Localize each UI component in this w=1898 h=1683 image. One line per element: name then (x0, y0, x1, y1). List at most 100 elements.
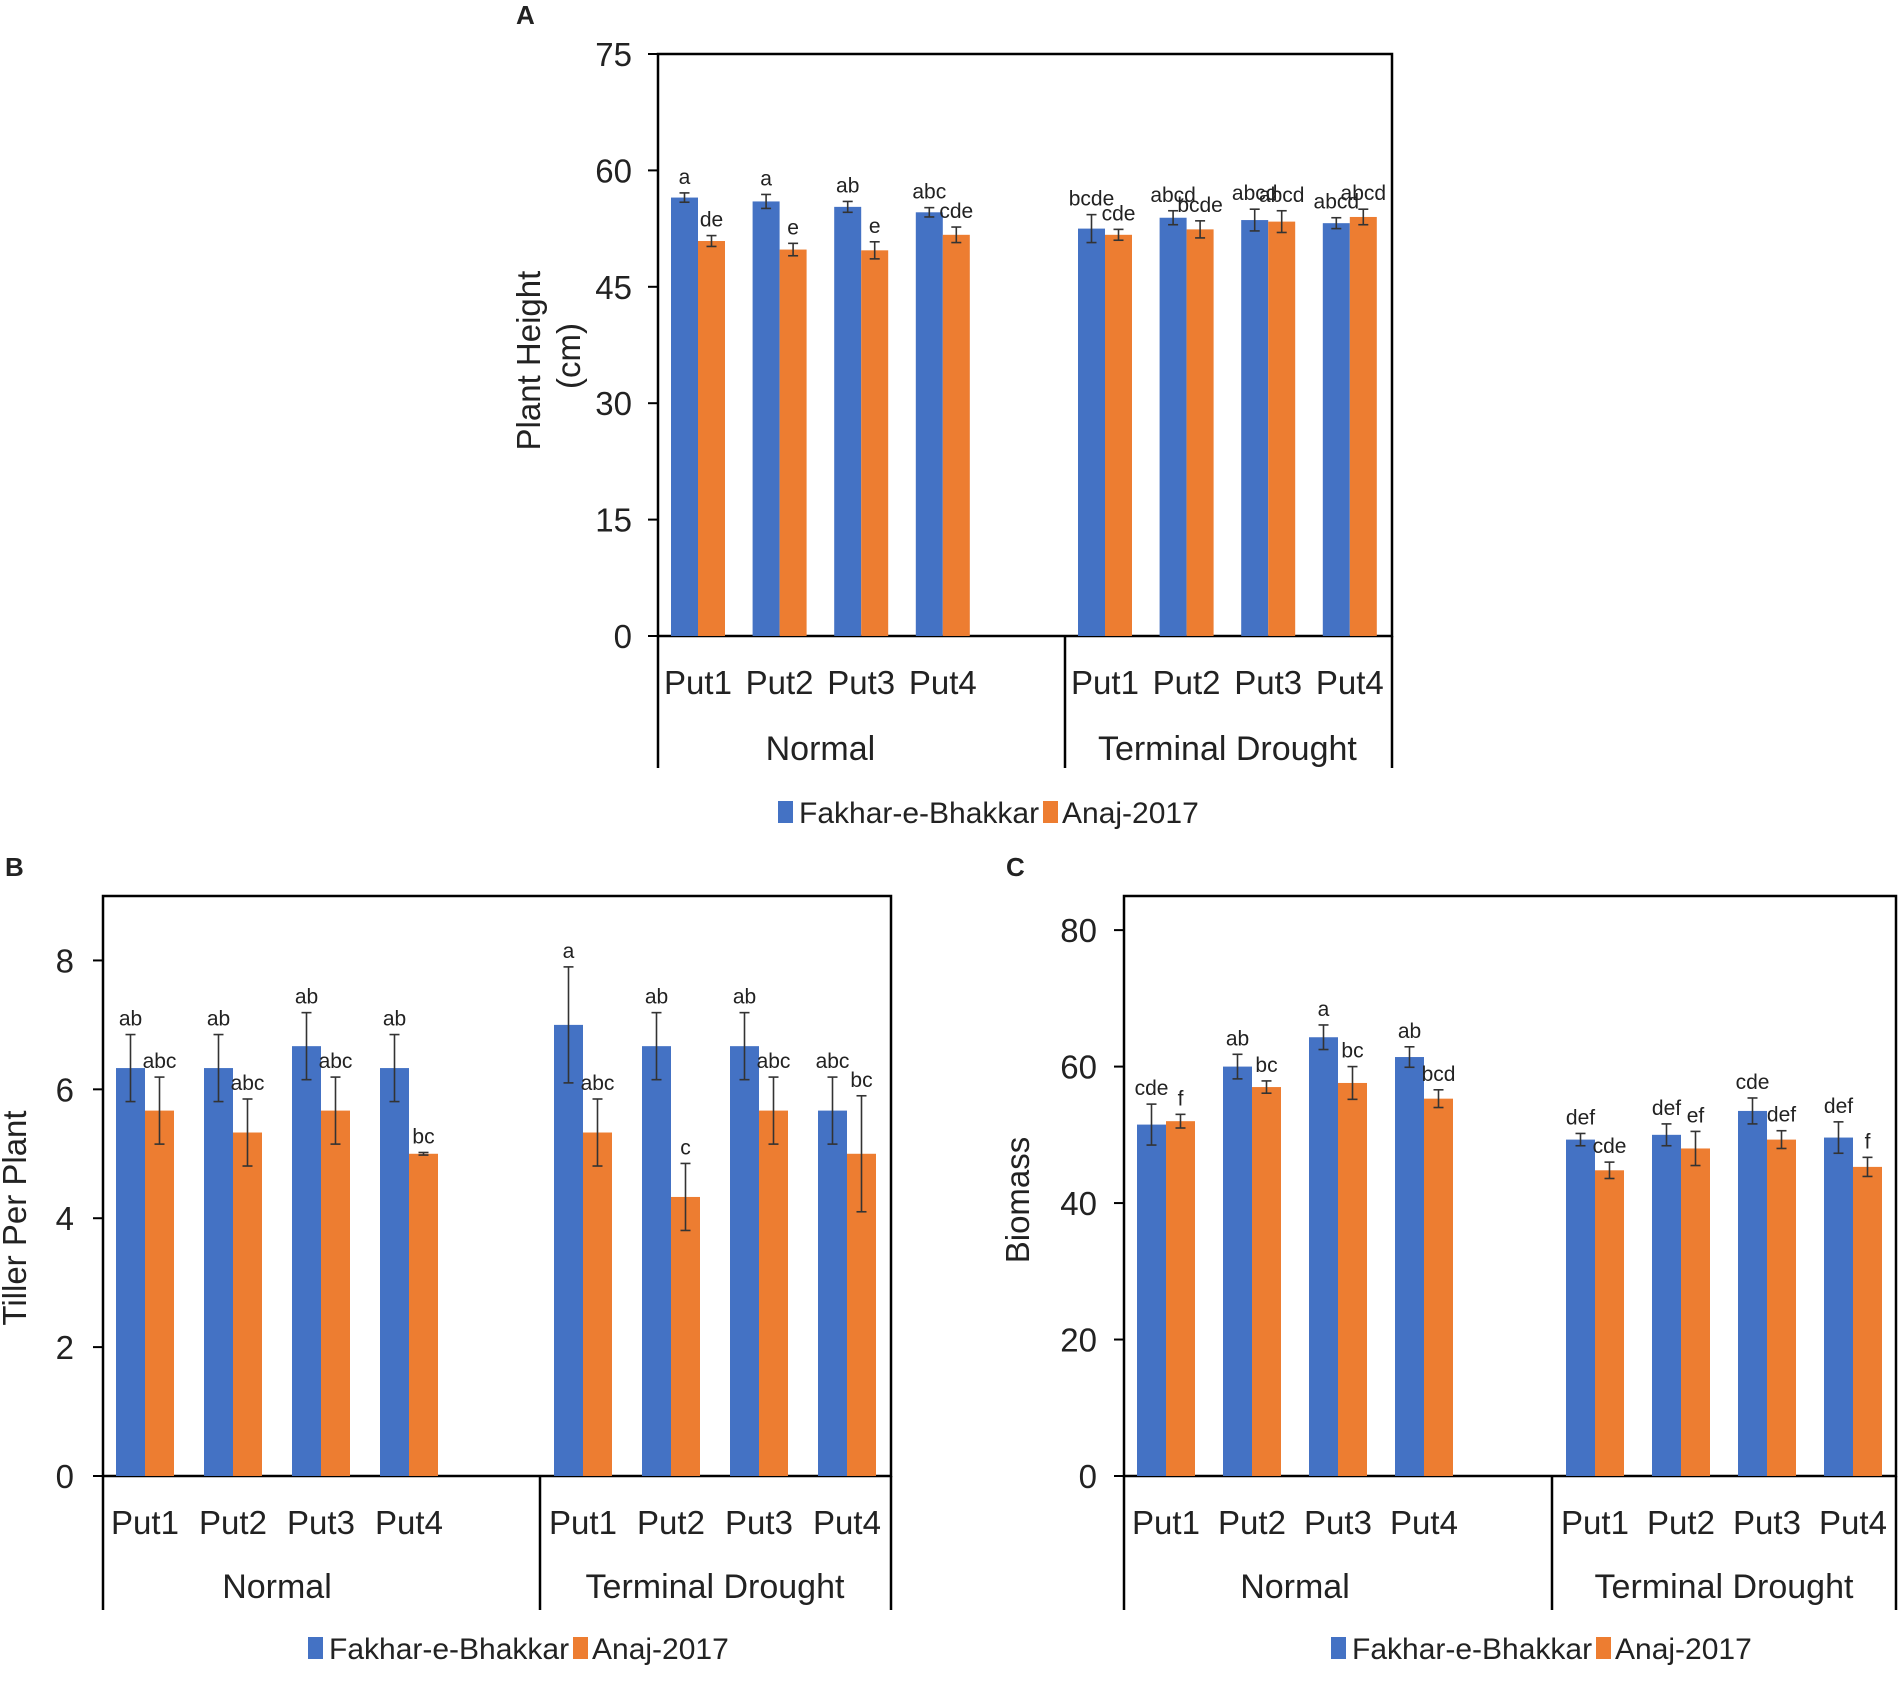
bar (1395, 1057, 1424, 1476)
x-category-label: Put1 (1561, 1504, 1629, 1541)
bar (818, 1110, 847, 1476)
bar (380, 1068, 409, 1476)
y-tick-label: 30 (595, 385, 632, 422)
x-category-label: Put2 (199, 1504, 267, 1541)
x-category-label: Put2 (1647, 1504, 1715, 1541)
x-category-label: Put3 (827, 664, 895, 701)
significance-label: abcd (1259, 184, 1305, 207)
x-categories-a: Put1 Put2 Put3 Put4 Normal Put1 Put2 Put3 Put4 Te… (656, 636, 1394, 768)
significance-label: bc (1341, 1040, 1363, 1063)
bar (1166, 1121, 1195, 1476)
y-ticks-c: 0 20 40 60 80 (1060, 912, 1124, 1495)
significance-label: bc (850, 1069, 872, 1092)
bar (1137, 1124, 1166, 1476)
plot-frame-c (1122, 894, 1898, 1478)
bar (642, 1046, 671, 1476)
significance-label: bc (412, 1125, 434, 1148)
significance-label: def (1767, 1104, 1796, 1127)
x-categories-c: Put1 Put2 Put3 Put4 Normal Put1 Put2 Put3 Put4 Te… (1122, 1476, 1898, 1610)
legend-label-series1-c: Fakhar-e-Bhakkar (1352, 1633, 1592, 1666)
significance-label: abc (816, 1050, 850, 1073)
significance-label: ab (645, 986, 668, 1009)
x-category-label: Put4 (813, 1504, 881, 1541)
x-category-label: Put2 (637, 1504, 705, 1541)
bar (671, 197, 698, 636)
bar (1159, 217, 1187, 636)
x-group-label: Normal (222, 1568, 332, 1606)
significance-label: e (787, 216, 799, 239)
y-tick-label: 0 (614, 618, 632, 655)
x-category-label: Put3 (1304, 1504, 1372, 1541)
y-tick-label: 45 (595, 269, 632, 306)
significance-label: bcde (1177, 194, 1223, 217)
x-category-label: Put4 (909, 664, 977, 701)
significance-label: a (563, 940, 575, 963)
x-category-label: Put3 (287, 1504, 355, 1541)
legend-swatch-series2 (1043, 801, 1058, 823)
x-group-label: Terminal Drought (1595, 1568, 1854, 1606)
legend-swatch-series2-b (573, 1637, 588, 1659)
x-group-label: Normal (766, 730, 876, 768)
significance-label: a (1318, 998, 1330, 1021)
significance-label: e (869, 215, 881, 238)
significance-label: ab (207, 1008, 230, 1031)
y-tick-label: 75 (595, 36, 632, 73)
x-group-label: Normal (1240, 1568, 1350, 1606)
bar (583, 1132, 612, 1476)
y-tick-label: 20 (1060, 1322, 1097, 1359)
panel-letter-c: C (1006, 852, 1025, 882)
significance-label: a (760, 167, 772, 190)
significance-label: def (1652, 1097, 1681, 1120)
bar (1681, 1148, 1710, 1476)
legend-swatch-series1 (778, 801, 793, 823)
plot-frame-b (101, 894, 893, 1478)
y-tick-label: 15 (595, 502, 632, 539)
x-category-label: Put1 (1132, 1504, 1200, 1541)
legend-a: Fakhar-e-Bhakkar Anaj-2017 (778, 797, 1199, 830)
x-category-label: Put3 (1733, 1504, 1801, 1541)
significance-label: abcd (1314, 191, 1360, 214)
y-axis-label-c: Biomass (999, 1137, 1036, 1264)
bar (1853, 1166, 1882, 1476)
bar (834, 206, 862, 636)
y-ticks-b: 0 2 4 6 8 (56, 942, 103, 1495)
significance-label: abcd (1150, 184, 1196, 207)
y-ticks-a: 0 15 30 45 60 75 (595, 36, 658, 655)
legend-label-series2: Anaj-2017 (1062, 797, 1199, 830)
significance-label: ab (295, 986, 318, 1009)
bar (861, 250, 889, 636)
y-axis-label-a-line2: (cm) (550, 323, 587, 389)
bar (1424, 1098, 1453, 1476)
significance-label: ab (836, 174, 859, 197)
significance-label: cde (1102, 202, 1136, 225)
bar (233, 1132, 262, 1476)
legend-label-series1-b: Fakhar-e-Bhakkar (329, 1633, 569, 1666)
bar (145, 1110, 174, 1476)
x-group-label: Terminal Drought (1098, 730, 1357, 768)
significance-label: ab (1226, 1027, 1249, 1050)
bar (698, 241, 725, 637)
significance-label: ab (1398, 1020, 1421, 1043)
bar (1566, 1139, 1595, 1476)
significance-label: abcd (1232, 182, 1278, 205)
bar (759, 1110, 788, 1476)
bar (321, 1110, 350, 1476)
bar (1078, 228, 1105, 636)
y-tick-label: 4 (56, 1200, 74, 1237)
significance-label: f (1865, 1130, 1871, 1153)
bar (1268, 221, 1296, 636)
significance-label: cde (1736, 1071, 1770, 1094)
bar (204, 1068, 233, 1476)
bar (752, 201, 780, 636)
bar (1338, 1082, 1367, 1476)
y-tick-label: 6 (56, 1071, 74, 1108)
x-category-label: Put1 (111, 1504, 179, 1541)
significance-label: abcd (1341, 182, 1387, 205)
legend-swatch-series2-c (1596, 1637, 1611, 1659)
x-category-label: Put1 (664, 664, 732, 701)
y-tick-label: 0 (56, 1458, 74, 1495)
x-category-label: Put3 (725, 1504, 793, 1541)
x-category-label: Put1 (1071, 664, 1139, 701)
